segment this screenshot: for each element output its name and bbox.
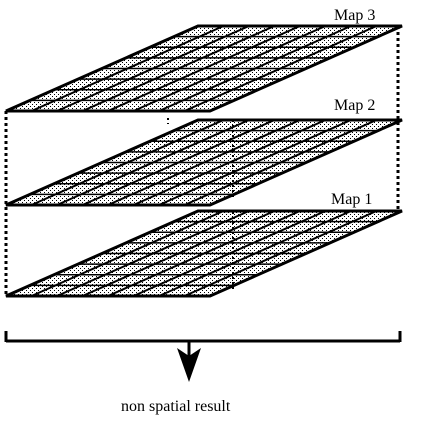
- map-3-layer: [5, 24, 403, 113]
- result-label: non spatial result: [121, 398, 231, 415]
- aggregation-bracket: [4, 331, 402, 343]
- map-2-layer: [5, 118, 403, 207]
- map-3-label: Map 3: [334, 7, 375, 24]
- down-arrow-icon: [177, 341, 201, 382]
- map-1-label: Map 1: [331, 191, 372, 208]
- map-2-label: Map 2: [334, 97, 375, 114]
- map-layers: [5, 24, 403, 298]
- map-1-layer: [5, 209, 403, 298]
